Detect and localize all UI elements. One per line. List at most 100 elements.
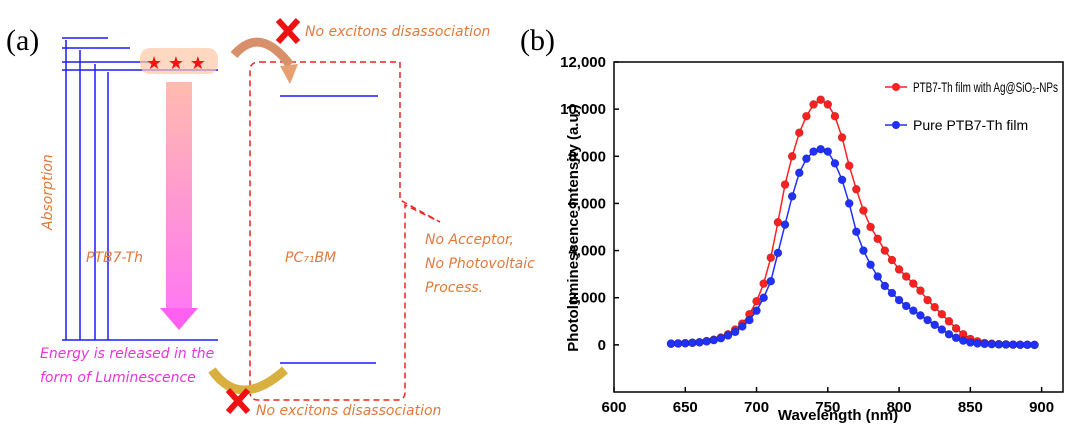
data-point <box>809 100 818 109</box>
series-line <box>670 98 1035 346</box>
arrow-shaft <box>166 82 192 312</box>
data-point <box>887 288 897 298</box>
x-tick-label: 700 <box>744 399 769 416</box>
curved-arrow <box>208 366 288 395</box>
data-point <box>951 324 961 333</box>
data-point <box>894 265 904 274</box>
data-point <box>752 296 761 306</box>
data-point <box>809 147 818 156</box>
data-point <box>787 151 797 161</box>
data-point <box>802 154 811 163</box>
data-point <box>987 339 997 349</box>
data-point <box>1008 340 1018 349</box>
y-axis-title: Photoluminescence Intensity (a.u.) <box>565 104 582 352</box>
data-point <box>688 338 697 348</box>
data-point <box>1023 340 1032 350</box>
data-point <box>823 147 833 156</box>
data-point <box>702 337 711 346</box>
data-point <box>780 220 790 229</box>
y-tick-label: 8,000 <box>568 148 606 165</box>
luminescence-note: Energy is released in the <box>40 346 214 362</box>
data-point <box>766 253 776 262</box>
x-tick-label: 900 <box>1029 399 1054 416</box>
x-tick-label: 850 <box>958 399 983 416</box>
data-point <box>830 159 840 168</box>
arrow-head <box>280 64 298 84</box>
dashed-box <box>249 61 441 401</box>
y-tick-label: 10,000 <box>560 101 606 118</box>
y-tick-label: 0 <box>598 337 606 354</box>
data-point <box>873 234 882 244</box>
cross <box>275 17 301 45</box>
data-point <box>759 279 768 288</box>
data-point <box>973 339 982 348</box>
data-point <box>773 248 783 258</box>
data-point <box>680 338 690 348</box>
legend-marker <box>892 121 900 129</box>
legend-marker <box>892 83 900 91</box>
data-point <box>901 272 911 281</box>
data-point <box>937 309 947 319</box>
data-point <box>823 100 833 109</box>
data-point <box>958 336 968 345</box>
panel-label: (a) <box>6 24 39 57</box>
data-point <box>1001 340 1011 349</box>
legend-label: PTB7-Th film with Ag@SiO₂-NPs <box>913 79 1058 95</box>
cross <box>225 387 251 415</box>
arrow-head <box>160 308 198 330</box>
data-point <box>745 315 754 325</box>
data-point <box>873 272 882 281</box>
callout: No Photovoltaic <box>425 256 535 272</box>
data-point <box>780 180 790 189</box>
data-point <box>944 316 954 326</box>
y-tick-label: 4,000 <box>568 243 606 260</box>
stars: ★ ★ ★ <box>146 53 206 74</box>
data-point <box>1015 340 1025 350</box>
glow <box>140 48 218 74</box>
data-point <box>916 311 925 320</box>
data-point <box>766 276 776 286</box>
data-point <box>673 339 683 348</box>
data-point <box>994 340 1004 349</box>
legend-label: Pure PTB7-Th film <box>913 117 1028 133</box>
callout: Process. <box>425 280 483 296</box>
data-point <box>916 286 925 295</box>
data-point <box>730 327 740 337</box>
note: No excitons disassociation <box>256 403 441 419</box>
data-point <box>880 246 890 255</box>
data-point <box>866 222 875 232</box>
y-tick-label: 2,000 <box>568 290 606 307</box>
data-point <box>944 329 954 339</box>
data-point <box>830 111 840 121</box>
data-point <box>930 320 940 330</box>
x-tick-label: 650 <box>673 399 698 416</box>
data-point <box>866 260 875 270</box>
data-point <box>852 227 861 237</box>
data-point <box>923 315 932 325</box>
data-point <box>880 281 890 291</box>
data-point <box>980 339 989 349</box>
x-tick-label: 600 <box>601 399 626 416</box>
data-point <box>923 295 932 305</box>
data-point <box>759 293 768 303</box>
curved-arrow <box>230 37 294 68</box>
data-point <box>909 279 918 288</box>
note: No excitons disassociation <box>305 24 490 40</box>
callout: No Acceptor, <box>425 232 514 248</box>
data-point <box>716 333 726 343</box>
x-tick-label: 750 <box>815 399 840 416</box>
data-point <box>859 206 868 215</box>
data-point <box>816 95 825 105</box>
data-point <box>937 325 947 334</box>
data-point <box>852 184 861 194</box>
x-axis-title: Wavelength (nm) <box>778 407 898 424</box>
donor-label: PTB7-Th <box>86 250 143 266</box>
data-point <box>887 255 897 265</box>
energy-levels <box>62 37 378 364</box>
diagram: (a) ★ ★ ★ No excitons disassociation No … <box>6 17 535 419</box>
data-point <box>795 128 804 138</box>
luminescence-note: form of Luminescence <box>40 370 196 386</box>
data-point <box>795 168 804 178</box>
data-point <box>837 133 847 142</box>
